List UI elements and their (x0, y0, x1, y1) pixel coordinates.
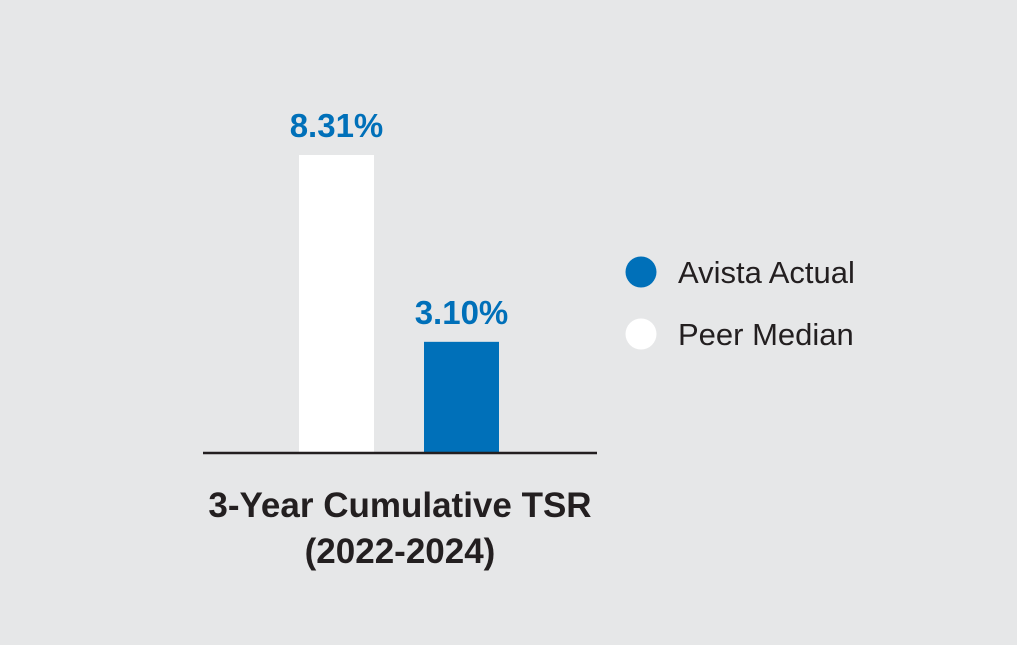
legend-label-peer-median: Peer Median (678, 317, 854, 352)
chart-title: 3-Year Cumulative TSR (208, 486, 591, 525)
data-label-peer-median: 8.31% (290, 107, 384, 144)
legend-swatch-avista-actual (625, 256, 657, 288)
legend-label-avista-actual: Avista Actual (678, 255, 855, 290)
data-labels-group: 8.31% 3.10% (290, 107, 509, 331)
bars-group (299, 155, 499, 453)
legend: Avista Actual Peer Median (625, 255, 855, 352)
chart-subtitle: (2022-2024) (305, 532, 496, 571)
legend-swatch-peer-median (625, 318, 657, 350)
bar-peer-median (299, 155, 374, 453)
bar-avista-actual (424, 341, 499, 453)
data-label-avista-actual: 3.10% (415, 294, 509, 331)
